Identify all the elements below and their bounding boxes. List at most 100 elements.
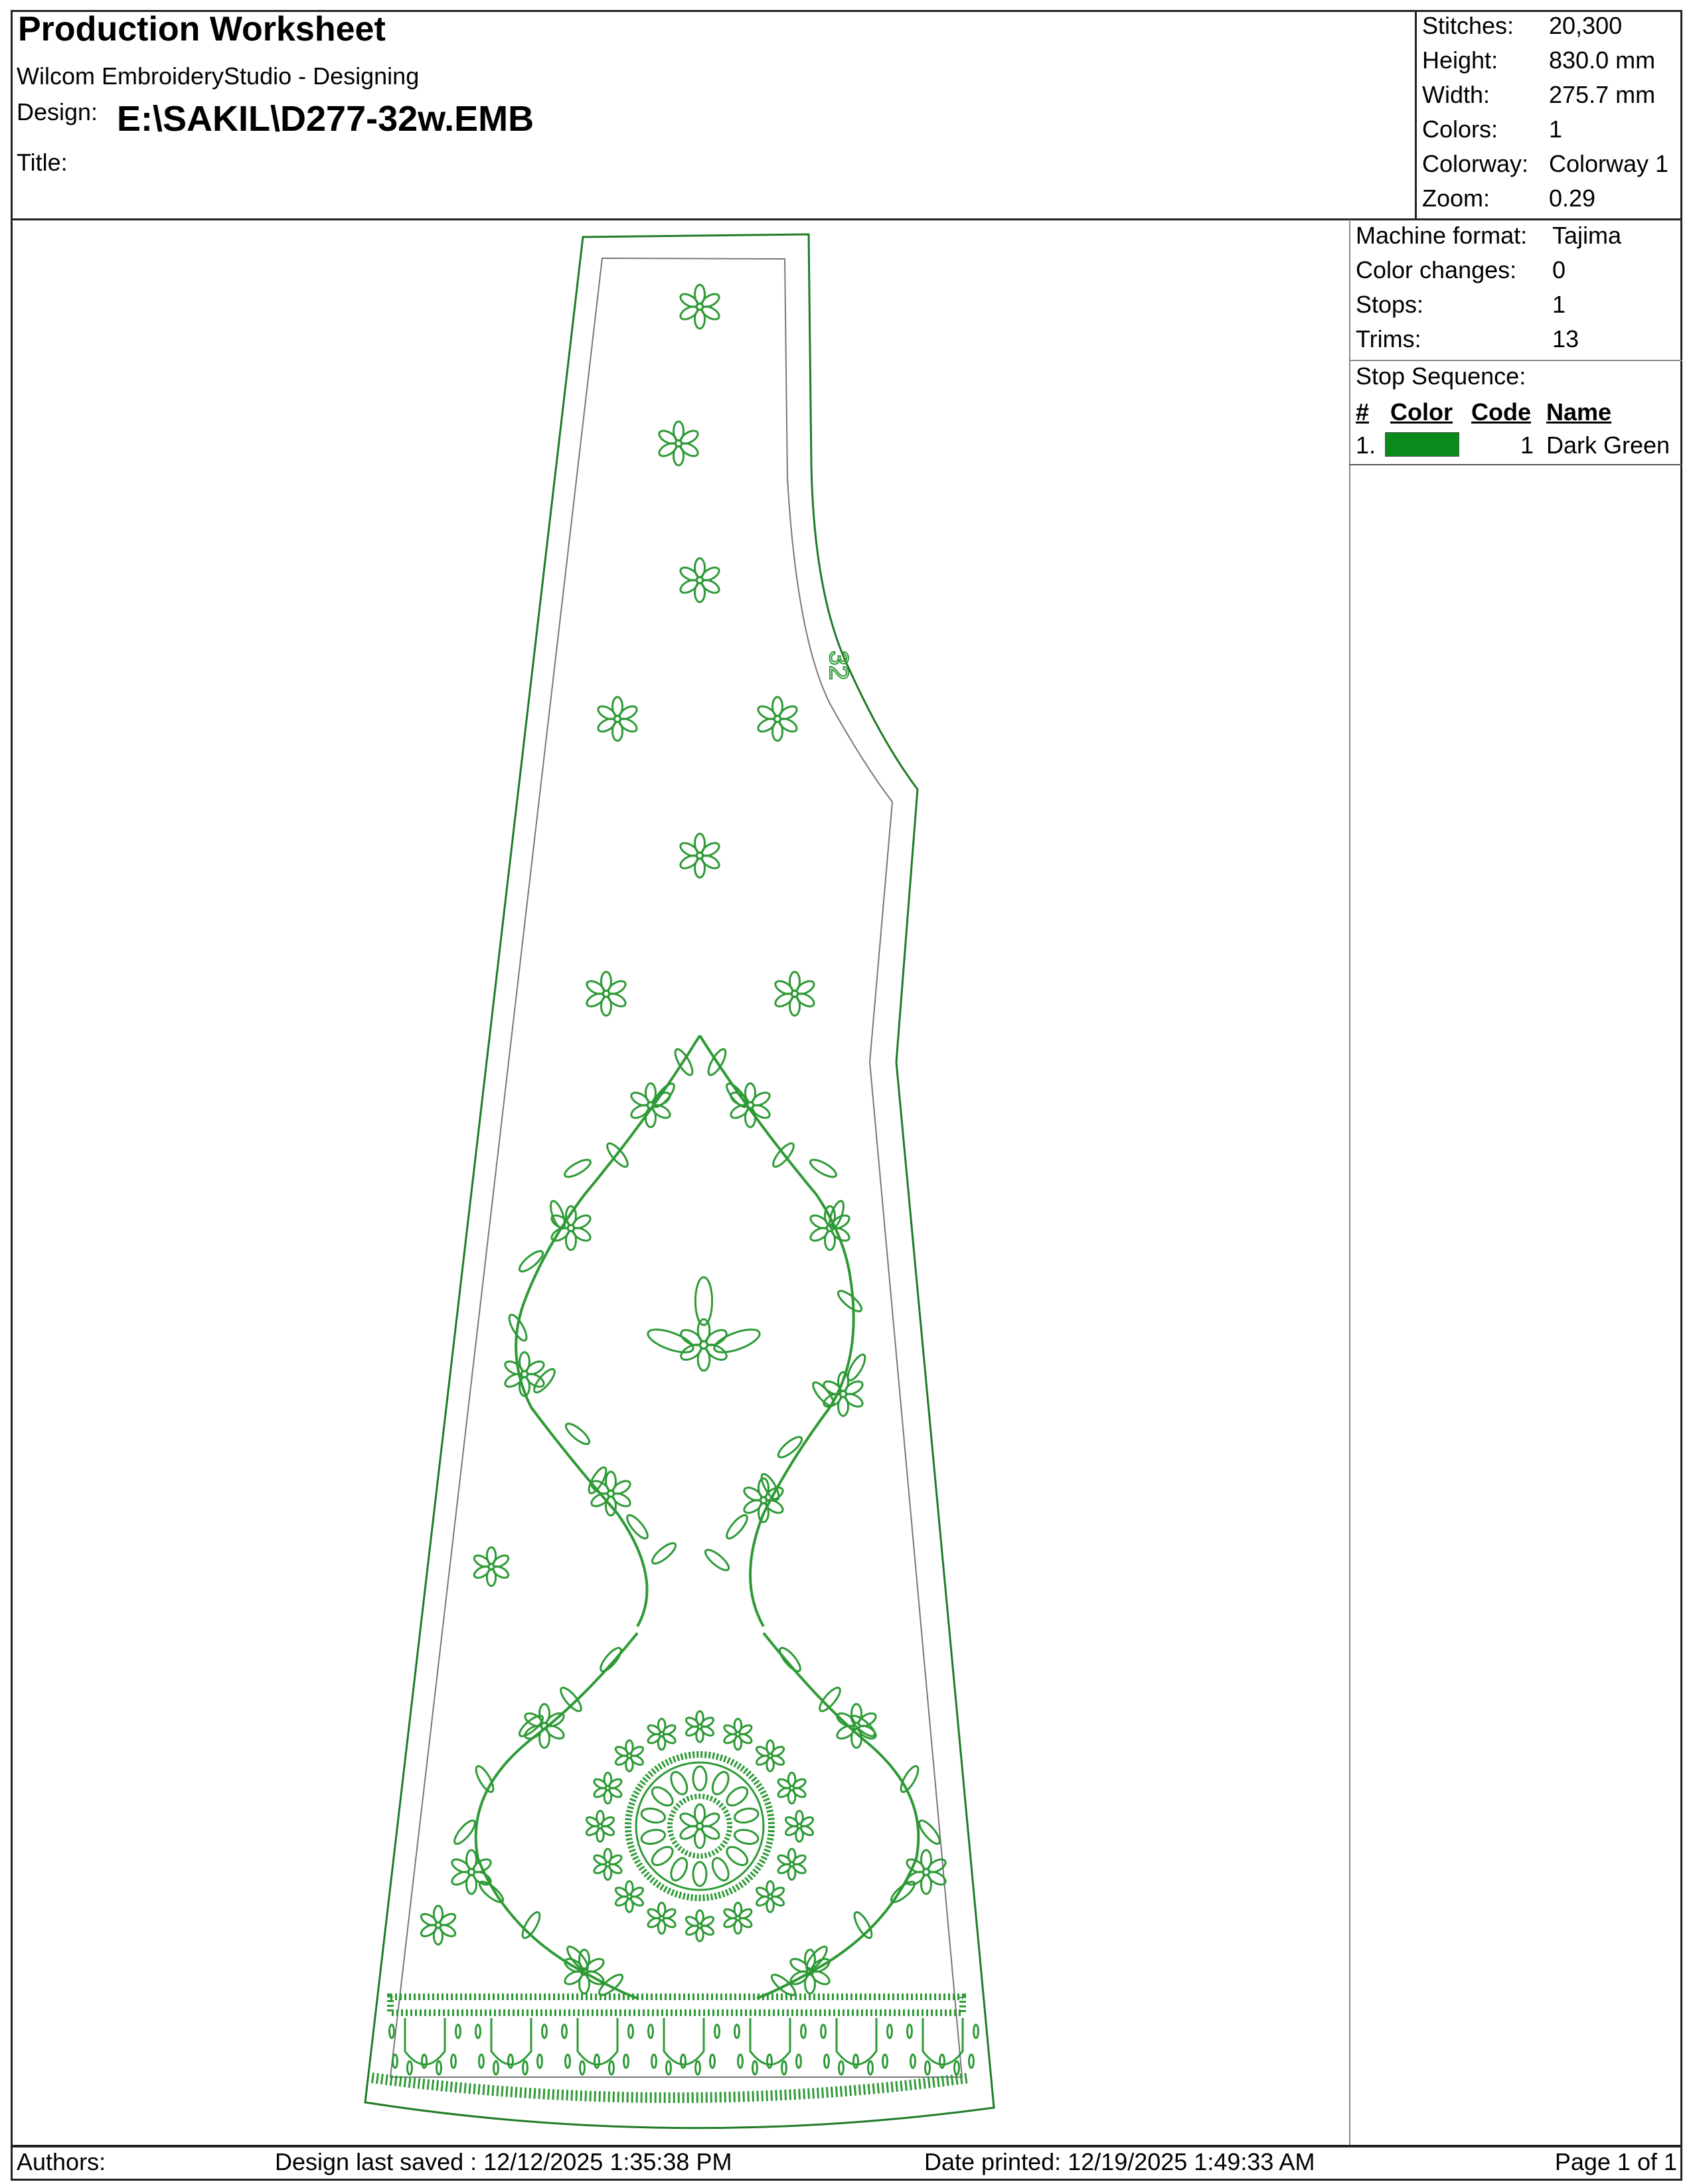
leaf	[594, 2053, 600, 2069]
flower-center	[604, 1861, 611, 1868]
flower-center	[646, 1101, 655, 1110]
border-arch	[835, 2018, 878, 2066]
leaf	[890, 1881, 916, 1903]
row-code: 1	[1520, 431, 1534, 459]
leaf	[680, 2053, 686, 2069]
leaf	[392, 2053, 398, 2069]
leaf	[707, 1048, 727, 1076]
leaf	[508, 1314, 528, 1342]
flower-center	[825, 1223, 835, 1233]
flower-center	[487, 1563, 495, 1571]
leaf	[838, 2060, 845, 2076]
stop-sequence-title: Stop Sequence:	[1356, 362, 1526, 390]
leaf	[939, 2053, 945, 2069]
leaf	[694, 2060, 701, 2076]
leaf	[647, 1328, 694, 1354]
flower-center	[467, 1867, 476, 1877]
flower-center	[788, 1861, 795, 1868]
leaf	[541, 2023, 548, 2039]
leaf	[779, 1646, 801, 1673]
flower-center	[695, 576, 704, 585]
flower-center	[658, 1914, 665, 1922]
medallion-petal	[670, 1770, 688, 1796]
machine-format-label: Machine format:	[1356, 222, 1528, 249]
stats-box-divider	[1415, 10, 1417, 220]
medallion-petal	[651, 1786, 674, 1807]
height-label: Height:	[1422, 46, 1498, 74]
flower-center	[604, 1784, 611, 1792]
leaf	[406, 2060, 413, 2076]
flower-center	[796, 1823, 803, 1830]
garment-inner-outline	[389, 257, 963, 2078]
title-label: Title:	[17, 149, 68, 176]
right-panel-divider	[1349, 220, 1350, 2145]
leaf	[665, 2060, 672, 2076]
medallion-petal	[711, 1770, 730, 1796]
row-color-name: Dark Green	[1546, 431, 1670, 459]
flower-center	[790, 989, 799, 998]
leaf	[704, 1549, 730, 1571]
flower-center	[852, 1721, 861, 1731]
footer-divider	[11, 2145, 1682, 2147]
stitches-value: 20,300	[1549, 12, 1623, 39]
flower-center	[734, 1914, 742, 1922]
leaf	[867, 2060, 874, 2076]
flower-center	[696, 1922, 703, 1929]
col-header-name: Name	[1546, 398, 1612, 426]
leaf	[823, 2053, 830, 2069]
zoom-value: 0.29	[1549, 185, 1596, 212]
machine-divider	[1349, 360, 1682, 361]
leaf	[820, 2023, 827, 2039]
flower-center	[695, 302, 704, 311]
flower-center	[613, 714, 622, 724]
leaf	[713, 1328, 761, 1354]
stitched-size-label: 32	[824, 651, 853, 680]
medallion-petal	[711, 1857, 730, 1882]
leaf	[521, 1911, 541, 1939]
flower-center	[674, 439, 683, 448]
border-arch	[576, 2018, 619, 2066]
leaf	[737, 2053, 744, 2069]
machine-format-value: Tajima	[1552, 222, 1622, 249]
leaf	[674, 1048, 694, 1076]
medallion-ring	[635, 1761, 765, 1891]
medallion-petal	[692, 1765, 708, 1792]
leaf	[536, 2053, 543, 2069]
leaf	[795, 2053, 802, 2069]
leaf	[627, 2023, 634, 2039]
sequence-divider	[1349, 464, 1682, 465]
design-file-path: E:\SAKIL\D277-32w.EMB	[117, 99, 534, 139]
trims-value: 13	[1552, 325, 1579, 352]
leaf	[853, 1911, 873, 1939]
authors-label: Authors:	[17, 2148, 106, 2175]
flower-center	[767, 1753, 773, 1759]
border-arch	[490, 2018, 532, 2066]
leaf	[852, 2053, 859, 2069]
leaf	[421, 2053, 428, 2069]
leaf	[772, 1142, 795, 1168]
border-arch	[749, 2018, 791, 2066]
color-swatch	[1385, 432, 1459, 457]
border-arch	[663, 2018, 705, 2066]
flower-center	[805, 1967, 815, 1976]
medallion-petal	[726, 1845, 749, 1867]
embroidery-motifs	[370, 283, 979, 2103]
width-label: Width:	[1422, 81, 1491, 108]
col-header-color: Color	[1390, 398, 1453, 426]
flower-center	[698, 1340, 709, 1350]
flower-center	[839, 1389, 848, 1399]
vine-stem	[515, 1034, 701, 1627]
border-band-top	[387, 1993, 966, 2016]
leaf	[809, 1158, 837, 1178]
leaf	[837, 1290, 863, 1312]
leaf	[522, 2060, 528, 2076]
flower-center	[746, 1101, 755, 1110]
medallion-ring	[625, 1751, 775, 1901]
leaf	[953, 2060, 960, 2076]
leaf	[714, 2023, 720, 2039]
colors-label: Colors:	[1422, 116, 1498, 143]
leaf	[626, 1514, 649, 1540]
zoom-label: Zoom:	[1422, 185, 1491, 212]
garment-outer-outline	[364, 233, 995, 2130]
